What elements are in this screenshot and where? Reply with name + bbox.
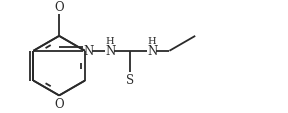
Text: S: S — [126, 74, 134, 86]
Text: H: H — [105, 37, 114, 46]
Text: O: O — [54, 97, 64, 110]
Text: N: N — [84, 44, 94, 57]
Text: N: N — [147, 45, 158, 58]
Text: H: H — [147, 37, 156, 46]
Text: O: O — [54, 1, 64, 13]
Text: N: N — [106, 45, 116, 58]
